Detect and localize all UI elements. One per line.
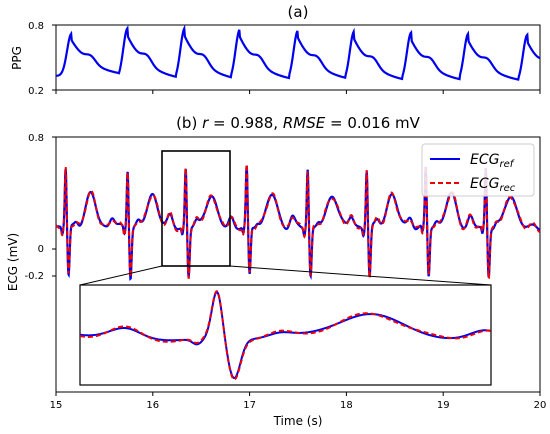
panel-b-xtick-label: 20: [534, 400, 547, 411]
panel-a-ytick-top: 0.8: [28, 21, 44, 32]
panel-b-ytick-top: 0.8: [28, 133, 44, 144]
zoom-box: [161, 150, 231, 267]
panel-b-ytick-neg: -0.2: [24, 271, 44, 282]
panel-b-xtick-label: 19: [437, 400, 450, 411]
legend-rec-label: ECGrec: [470, 176, 516, 194]
panel-a-ytick-bottom: 0.2: [28, 86, 44, 97]
panel-b-xlabel: Time (s): [273, 414, 323, 428]
zoom-connector-right: [229, 265, 492, 286]
zoom-connector-left: [79, 265, 163, 286]
panel-a-title: (a): [288, 3, 309, 21]
inset-rec-line: [79, 290, 492, 381]
ecg-ref-line: [55, 165, 541, 282]
panel-b-xtick-label: 15: [50, 400, 63, 411]
ppg-series-line: [55, 24, 541, 81]
panel-a-xticks: [55, 90, 541, 94]
legend: ECGref ECGrec: [421, 143, 535, 197]
panel-b-title: (b) r = 0.988, RMSE = 0.016 mV: [176, 114, 421, 132]
panel-b-frame: [55, 136, 541, 393]
panel-b-ylabel: ECG (mV): [6, 233, 20, 291]
panel-a-ylabel: PPG: [10, 46, 24, 70]
ecg-rec-line: [55, 164, 541, 280]
legend-ref-label: ECGref: [470, 152, 515, 170]
panel-b-ytick-zero: 0: [38, 244, 44, 255]
panel-b-xtick-label: 17: [243, 400, 256, 411]
panel-b-xtick-label: 18: [340, 400, 353, 411]
panel-b-xtick-label: 16: [146, 400, 159, 411]
panel-b-xticks: 15 16 17 18 19 20: [50, 392, 547, 411]
